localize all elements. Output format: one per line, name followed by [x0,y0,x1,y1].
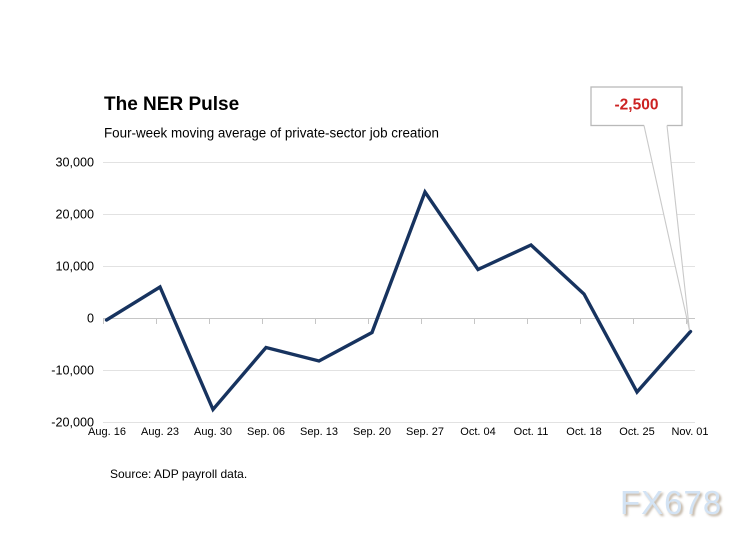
svg-text:Sep. 20: Sep. 20 [353,426,391,438]
svg-text:0: 0 [87,312,94,326]
svg-text:10,000: 10,000 [55,260,94,274]
svg-text:Oct. 25: Oct. 25 [619,426,654,438]
svg-text:Aug. 23: Aug. 23 [141,426,179,438]
svg-text:FX678: FX678 [620,484,722,521]
svg-text:Four-week moving average of pr: Four-week moving average of private-sect… [104,126,439,141]
svg-text:Sep. 27: Sep. 27 [406,426,444,438]
svg-text:Oct. 04: Oct. 04 [460,426,495,438]
svg-text:Aug. 30: Aug. 30 [194,426,232,438]
svg-text:-10,000: -10,000 [51,364,94,378]
svg-text:-2,500: -2,500 [615,97,659,114]
svg-text:Oct. 11: Oct. 11 [514,426,549,438]
svg-text:Sep. 13: Sep. 13 [300,426,338,438]
svg-text:The NER Pulse: The NER Pulse [104,94,239,115]
svg-text:Nov. 01: Nov. 01 [671,426,708,438]
svg-text:20,000: 20,000 [55,208,94,222]
svg-text:30,000: 30,000 [55,156,94,170]
svg-text:Source: ADP payroll data.: Source: ADP payroll data. [110,467,247,481]
svg-text:-20,000: -20,000 [51,416,94,430]
svg-text:Aug. 16: Aug. 16 [88,426,126,438]
svg-text:Sep. 06: Sep. 06 [247,426,285,438]
svg-text:Oct. 18: Oct. 18 [566,426,601,438]
